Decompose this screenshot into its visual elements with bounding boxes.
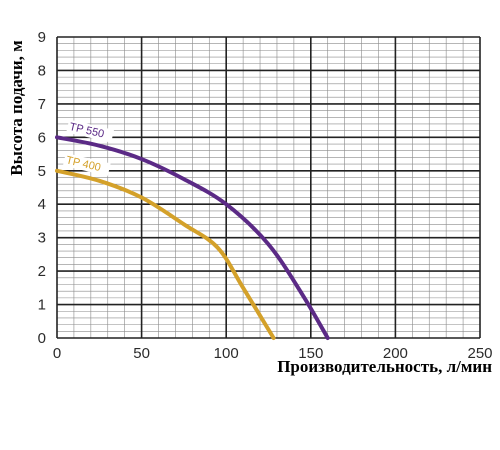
y-tick-label: 5 — [38, 163, 46, 180]
x-tick-label: 0 — [53, 345, 61, 362]
y-tick-label: 2 — [38, 263, 46, 280]
x-tick-label: 150 — [298, 345, 323, 362]
x-axis-title: Производительность, л/мин — [277, 357, 492, 376]
series-line-tp-550 — [55, 135, 330, 340]
y-axis-title: Высота подачи, м — [7, 40, 26, 176]
y-tick-label: 6 — [38, 129, 46, 146]
series-line-tp-400 — [55, 168, 276, 340]
y-tick-label: 8 — [38, 62, 46, 79]
y-tick-label: 3 — [38, 230, 46, 247]
grid-major — [56, 36, 481, 339]
x-tick-label: 250 — [467, 345, 492, 362]
series-label-bg — [66, 119, 115, 143]
y-tick-label: 9 — [38, 29, 46, 46]
x-tick-label: 50 — [133, 345, 150, 362]
tick-labels: 0 50 100 150 200 250 0 1 2 3 4 5 6 7 8 9 — [38, 29, 493, 362]
y-tick-label: 0 — [38, 330, 46, 347]
x-tick-label: 100 — [214, 345, 239, 362]
x-tick-label: 200 — [383, 345, 408, 362]
y-tick-label: 7 — [38, 96, 46, 113]
y-tick-label: 1 — [38, 297, 46, 314]
series-label-bg — [62, 152, 111, 177]
y-tick-label: 4 — [38, 196, 46, 213]
